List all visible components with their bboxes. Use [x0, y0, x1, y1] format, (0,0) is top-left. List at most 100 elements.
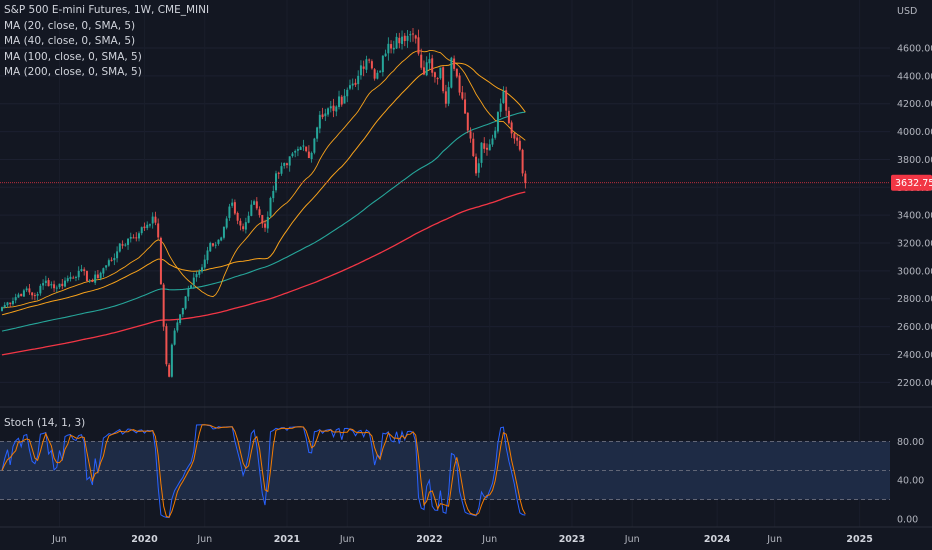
candle-body [453, 58, 456, 69]
last-price-badge [891, 174, 932, 191]
candle-body [524, 173, 527, 183]
candle-body [381, 55, 384, 73]
candle-body [124, 244, 127, 246]
price-tick-label: 2200.00 [897, 378, 932, 389]
candle-body [340, 96, 343, 105]
candle-body [275, 173, 277, 191]
candle-body [170, 344, 173, 377]
candle-body [31, 292, 34, 296]
candle-body [201, 267, 204, 272]
price-tick-label: 2800.00 [897, 294, 932, 305]
candle-body [348, 85, 351, 89]
candle-body [406, 35, 409, 41]
price-tick-label: 4000.00 [897, 127, 932, 138]
candle-body [138, 233, 140, 239]
candle-body [113, 258, 116, 261]
candle-body [384, 53, 387, 57]
candle-body [179, 314, 182, 324]
candle-body [198, 270, 201, 275]
candle-body [129, 236, 132, 239]
price-tick-label: 4400.00 [897, 71, 932, 82]
candle-body [357, 75, 360, 85]
candle-body [253, 201, 256, 205]
ma200-line-group [1, 191, 526, 356]
candle-body [277, 172, 280, 174]
candle-body [22, 290, 25, 297]
time-tick-label: Jun [766, 534, 782, 545]
candle-body [261, 215, 264, 224]
time-tick-label: Jun [624, 534, 640, 545]
candle-body [502, 91, 505, 103]
candle-body [373, 69, 376, 79]
candle-body [33, 295, 36, 297]
candle-body [236, 212, 239, 221]
ma200-legend[interactable]: MA (200, close, 0, SMA, 5) [4, 66, 142, 78]
stoch-tick-label: 0.00 [897, 515, 918, 526]
candle-body [132, 237, 135, 239]
candle-body [91, 280, 94, 283]
candle-body [346, 89, 349, 97]
candle-body [233, 202, 236, 214]
candle-body [491, 138, 494, 145]
candle-body [168, 364, 171, 377]
candle-body [387, 43, 390, 54]
stoch-d-line [1, 424, 526, 518]
candle-body [9, 302, 12, 305]
candle-body [69, 276, 72, 279]
candle-body [66, 278, 69, 282]
candle-body [392, 47, 395, 50]
price-tick-label: 4600.00 [897, 44, 932, 55]
candle-body [206, 250, 209, 261]
candle-body [401, 36, 404, 44]
time-tick-label: 2025 [846, 534, 872, 545]
candle-body [127, 238, 130, 245]
candle-body [398, 37, 401, 44]
price-tick-label: 3400.00 [897, 211, 932, 222]
candle-body [390, 44, 393, 49]
candle-body [11, 300, 14, 305]
stoch-legend[interactable]: Stoch (14, 1, 3) [4, 417, 86, 429]
candle-body [422, 67, 425, 75]
candle-body [244, 222, 247, 230]
candle-body [414, 35, 417, 39]
ma100-legend[interactable]: MA (100, close, 0, SMA, 5) [4, 50, 142, 63]
candle-body [220, 237, 223, 241]
ma20-legend[interactable]: MA (20, close, 0, SMA, 5) [4, 19, 136, 32]
candle-body [6, 302, 9, 306]
candle-body [225, 218, 228, 228]
candle-body [187, 288, 190, 297]
candle-body [121, 244, 124, 246]
candle-body [307, 151, 310, 159]
candle-body [203, 259, 206, 268]
candle-body [42, 283, 45, 286]
candle-body [447, 87, 450, 104]
ma40-line [1, 62, 526, 316]
candle-body [44, 280, 47, 283]
candle-body [140, 227, 143, 234]
price-tick-label: 3200.00 [897, 239, 932, 250]
candle-body [417, 37, 420, 54]
candle-body [439, 67, 442, 79]
candle-body [362, 66, 365, 69]
candle-body [222, 226, 225, 238]
candle-body [135, 237, 138, 239]
candle-body [64, 280, 67, 287]
candle-body [343, 95, 346, 104]
candle-body [321, 114, 324, 118]
candle-body [25, 288, 28, 291]
candle-body [505, 90, 508, 111]
candle-body [365, 59, 368, 70]
price-tick-label: 3000.00 [897, 266, 932, 277]
candle-body [464, 99, 467, 114]
candle-body [211, 243, 214, 246]
candle-body [3, 305, 6, 308]
candle-body [195, 274, 198, 278]
ma40-legend[interactable]: MA (40, close, 0, SMA, 5) [4, 35, 136, 47]
symbol-title[interactable]: S&P 500 E-mini Futures, 1W, CME_MINI [4, 4, 210, 16]
candle-body [1, 307, 3, 311]
candle-body [351, 83, 354, 86]
candle-body [296, 149, 299, 151]
stoch-tick-label: 80.00 [897, 437, 924, 448]
candle-body [329, 106, 332, 109]
